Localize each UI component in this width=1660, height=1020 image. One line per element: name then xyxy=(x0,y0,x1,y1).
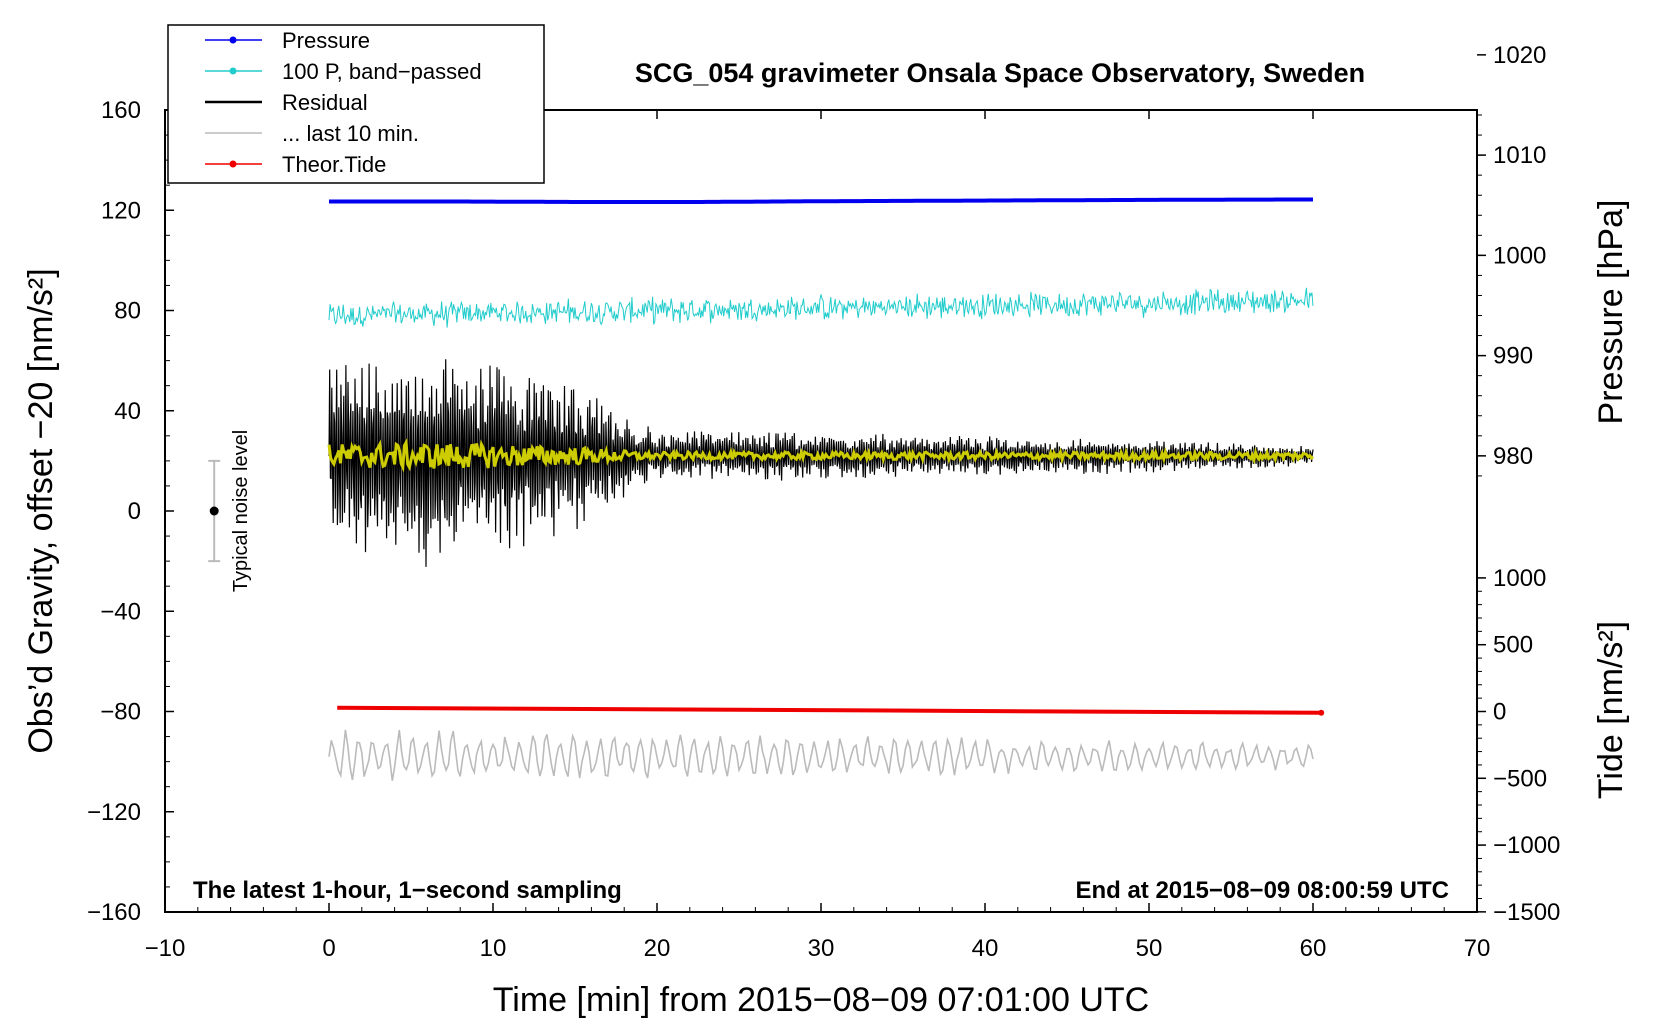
legend: Pressure 100 P, band−passed Residual ... la… xyxy=(167,24,545,184)
series-pressure xyxy=(329,197,1313,204)
y-axis-title-left: Obs’d Gravity, offset −20 [nm/s²] xyxy=(22,268,60,753)
legend-label: Theor.Tide xyxy=(282,152,386,177)
y-tick-label: −120 xyxy=(87,799,141,826)
noise-bar-group: Typical noise level xyxy=(208,430,252,592)
y-axis-ticks: −160 −120 −80 −40 0 40 80 120 160 xyxy=(87,97,174,926)
tide-tick-label: 500 xyxy=(1493,632,1533,659)
x-axis-title: Time [min] from 2015−08−09 07:01:00 UTC xyxy=(493,981,1149,1019)
legend-label: Residual xyxy=(282,90,368,115)
legend-label: ... last 10 min. xyxy=(282,121,419,146)
x-tick-label: 70 xyxy=(1464,935,1491,962)
x-tick-label: 50 xyxy=(1136,935,1163,962)
pressure-tick-label: 990 xyxy=(1493,343,1533,370)
series-layer xyxy=(327,197,1325,781)
tide-axis-ticks: −1500 −1000 −500 0 500 1000 xyxy=(1477,565,1560,926)
noise-label: Typical noise level xyxy=(230,430,252,592)
y-tick-label: −40 xyxy=(100,598,141,625)
noise-bar-center xyxy=(209,506,219,516)
pressure-tick-label: 980 xyxy=(1493,443,1533,470)
y-tick-label: −80 xyxy=(100,699,141,726)
y-tick-label: 40 xyxy=(114,398,141,425)
y-tick-label: −160 xyxy=(87,899,141,926)
series-residual-smoothed xyxy=(327,437,1314,473)
annotation-bottom-left: The latest 1-hour, 1−second sampling xyxy=(193,877,622,904)
tide-tick-label: −1000 xyxy=(1493,832,1560,859)
annotation-bottom-right: End at 2015−08−09 08:00:59 UTC xyxy=(1075,877,1449,904)
tide-tick-label: −1500 xyxy=(1493,899,1560,926)
pressure-axis-ticks: 9809901000101010201030 xyxy=(1477,42,1546,477)
x-tick-label: 60 xyxy=(1300,935,1327,962)
y-tick-label: 160 xyxy=(101,97,141,124)
y-axis-title-pressure: Pressure [hPa] xyxy=(1592,200,1630,425)
pressure-tick-label: 1020 xyxy=(1493,42,1546,69)
y-axis-title-tide: Tide [nm/s²] xyxy=(1592,621,1630,799)
series-theoretical-tide xyxy=(337,705,1322,715)
y-tick-label: 0 xyxy=(128,498,141,525)
x-axis-ticks: −10 0 10 20 30 40 50 60 70 xyxy=(145,110,1491,962)
x-tick-label: 20 xyxy=(644,935,671,962)
series-pressure-bandpassed xyxy=(328,287,1314,328)
series-residual xyxy=(328,359,1314,567)
x-tick-label: 0 xyxy=(322,935,335,962)
series-last-10-min xyxy=(328,729,1314,781)
x-tick-label: 10 xyxy=(480,935,507,962)
x-tick-label: −10 xyxy=(145,935,186,962)
pressure-tick-label: 1010 xyxy=(1493,142,1546,169)
legend-box xyxy=(167,24,545,184)
x-tick-label: 30 xyxy=(808,935,835,962)
tide-tick-label: −500 xyxy=(1493,765,1547,792)
chart-title: SCG_054 gravimeter Onsala Space Observat… xyxy=(635,58,1365,88)
x-tick-label: 40 xyxy=(972,935,999,962)
legend-label: Pressure xyxy=(282,28,370,53)
y-tick-label: 80 xyxy=(114,298,141,325)
legend-marker xyxy=(229,160,237,168)
tide-tick-label: 0 xyxy=(1493,699,1506,726)
legend-label: 100 P, band−passed xyxy=(282,59,482,84)
series-theoretical-tide-end xyxy=(1318,709,1325,716)
y-tick-label: 120 xyxy=(101,197,141,224)
pressure-tick-label: 1000 xyxy=(1493,242,1546,269)
tide-tick-label: 1000 xyxy=(1493,565,1546,592)
plot-frame xyxy=(164,109,1478,913)
legend-marker xyxy=(229,67,237,75)
legend-marker xyxy=(229,36,237,44)
